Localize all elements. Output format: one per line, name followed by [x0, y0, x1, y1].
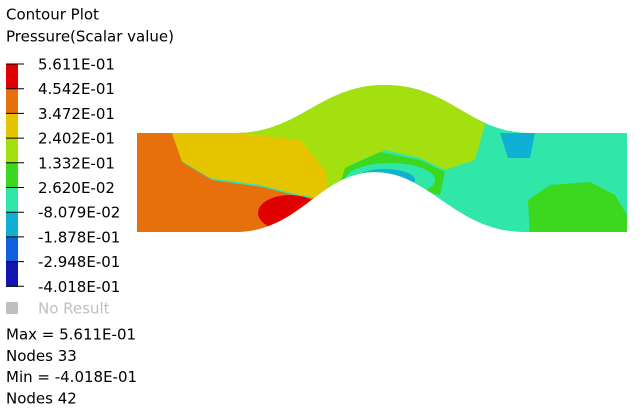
- stat-line: Min = -4.018E-01: [6, 368, 137, 386]
- no-result-label: No Result: [38, 300, 110, 318]
- legend-label: -2.948E-01: [38, 253, 120, 271]
- legend-band: [6, 88, 18, 114]
- stat-line: Nodes 42: [6, 389, 77, 407]
- stat-line: Nodes 33: [6, 347, 77, 365]
- legend-label: -4.018E-01: [38, 278, 120, 296]
- legend-label: 3.472E-01: [38, 105, 115, 123]
- legend-band: [6, 64, 18, 90]
- stats: Max = 5.611E-01 Nodes 33 Min = -4.018E-01 N…: [6, 326, 137, 408]
- legend-band: [6, 162, 18, 188]
- legend-label: 1.332E-01: [38, 154, 115, 172]
- legend-label: -8.079E-02: [38, 204, 120, 222]
- legend-band: [6, 113, 18, 139]
- legend-label: 2.620E-02: [38, 179, 115, 197]
- no-result-swatch: [6, 302, 18, 314]
- stat-line: Max = 5.611E-01: [6, 326, 136, 344]
- legend-label: 4.542E-01: [38, 80, 115, 98]
- legend-band: [6, 212, 18, 238]
- plot-subtitle: Pressure(Scalar value): [6, 28, 174, 46]
- plot-title: Contour Plot: [6, 6, 99, 24]
- legend-band: [6, 236, 18, 263]
- legend-band: [6, 138, 18, 164]
- legend: 5.611E-01 4.542E-01 3.472E-01 2.402E-01 1.33…: [6, 56, 120, 296]
- legend-label: 5.611E-01: [38, 56, 115, 74]
- legend-label: 2.402E-01: [38, 130, 115, 148]
- legend-band: [6, 187, 18, 213]
- legend-label: -1.878E-01: [38, 228, 120, 246]
- contour-model: [137, 85, 627, 232]
- legend-band: [6, 261, 18, 287]
